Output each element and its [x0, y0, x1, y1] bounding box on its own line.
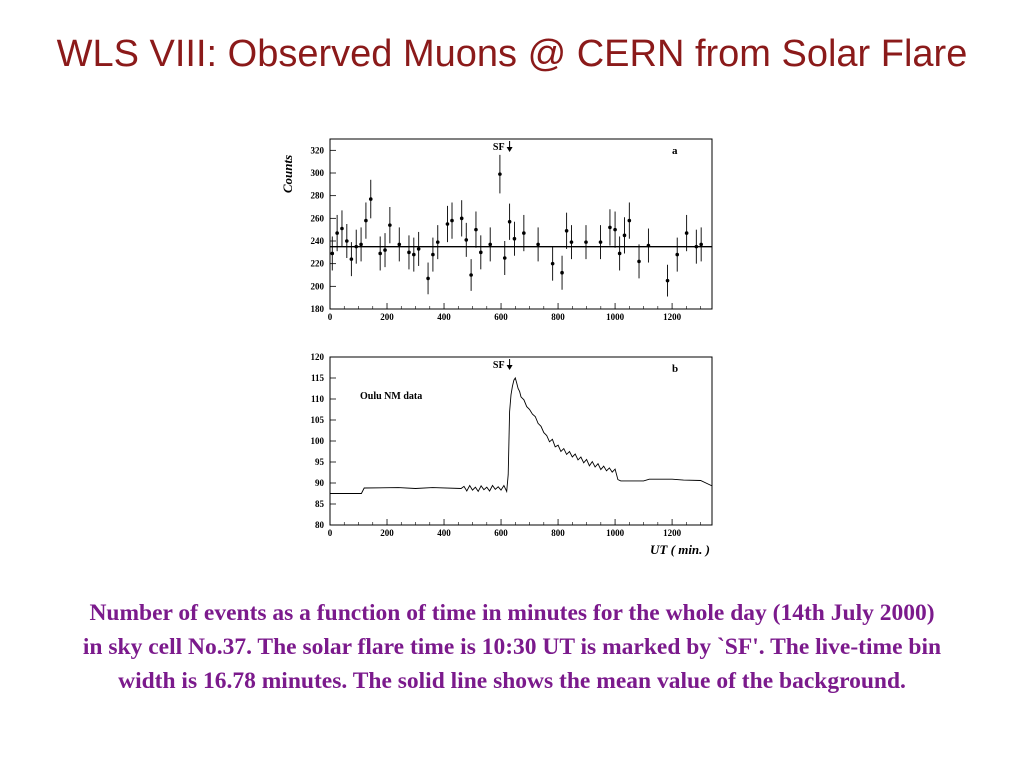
panel-b-x-axis-label: UT ( min. ): [650, 542, 710, 557]
panel-b-series-line: [330, 376, 713, 494]
panel-a-data-point: [340, 226, 344, 231]
panel-a-x-tick-label: 800: [551, 312, 565, 322]
panel-a-x-tick-label: 400: [437, 312, 451, 322]
panel-b-oulu-nm: 0 200 400 600 800 1000 1200 80 85 90 95 100 105 110 11…: [311, 352, 713, 557]
panel-a-data-point: [608, 225, 612, 230]
panel-b-sf-marker-label: SF: [493, 360, 505, 371]
panel-a-y-tick-label: 240: [311, 236, 325, 246]
panel-a-data-point: [407, 250, 411, 255]
slide-title: WLS VIII: Observed Muons @ CERN from Sol…: [56, 33, 968, 75]
panel-a-data-point: [507, 219, 512, 224]
panel-a-data-point: [675, 252, 680, 257]
panel-b-x-tick-label: 200: [380, 528, 394, 538]
panel-a-plot-frame: [329, 138, 713, 310]
panel-b-y-tick-label: 120: [311, 352, 325, 362]
panel-a-data-point: [426, 276, 430, 281]
panel-a-data-point: [378, 251, 382, 256]
panel-b-y-tick-label: 90: [315, 478, 325, 488]
panel-a-data-point: [598, 240, 603, 244]
panel-b-x-tick-label: 600: [494, 528, 508, 538]
panel-a-data-point: [349, 257, 354, 261]
panel-a-data-point: [416, 247, 421, 251]
panel-a-data-point: [445, 222, 450, 226]
panel-a-data-point: [617, 251, 622, 256]
panel-a-sf-marker-arrowhead: [506, 147, 513, 152]
panel-a-data-point: [368, 197, 373, 201]
panel-a-data-point: [665, 278, 670, 283]
panel-a-data-point: [502, 256, 507, 260]
panel-b-y-tick-label: 105: [311, 415, 325, 425]
panel-a-data-point: [512, 236, 517, 241]
panel-a-x-tick-label: 200: [380, 312, 394, 322]
panel-a-data-point: [459, 216, 464, 221]
panel-a-data-point: [464, 238, 469, 242]
panel-a-data-point: [613, 227, 617, 232]
panel-a-data-point: [412, 252, 416, 257]
panel-b-y-tick-label: 95: [315, 457, 325, 467]
panel-a-data-point: [469, 273, 473, 277]
panel-a-data-point: [560, 270, 564, 275]
panel-b-x-tick-label: 0: [328, 528, 333, 538]
panel-a-data-point: [622, 233, 627, 238]
panel-a-counts: 0 200 400 600 800 1000 1200 180 200 220 240 260 280 3…: [280, 138, 713, 322]
panel-a-data-point: [550, 261, 555, 266]
panel-a-data-point: [536, 242, 540, 247]
panel-a-y-tick-label: 220: [311, 259, 325, 269]
panel-a-data-point: [474, 227, 478, 232]
panel-b-x-tick-label: 1200: [663, 528, 682, 538]
panel-b-x-tick-label: 400: [437, 528, 451, 538]
panel-a-data-point: [359, 242, 363, 247]
figure-caption: Number of events as a function of time i…: [82, 600, 942, 694]
panel-a-y-tick-label: 180: [311, 304, 325, 314]
panel-a-x-tick-label: 1200: [663, 312, 682, 322]
panel-a-data-point: [694, 244, 699, 249]
panel-b-plot-frame: [329, 356, 713, 526]
panel-a-data-point: [383, 248, 387, 252]
panel-a-data-point: [435, 240, 440, 244]
panel-a-data-point: [388, 223, 392, 227]
panel-a-y-tick-label: 200: [311, 281, 325, 291]
panel-b-y-tick-label: 85: [315, 499, 325, 509]
muon-figure: 0 200 400 600 800 1000 12001802002202402602803…: [280, 138, 713, 557]
panel-a-x-tick-label: 0: [328, 312, 333, 322]
panel-a-data-point: [564, 229, 569, 233]
panel-b-series-label: Oulu NM data: [360, 391, 422, 402]
panel-a-data-point: [345, 239, 349, 243]
panel-b-y-tick-label: 100: [311, 436, 325, 446]
panel-a-data-point: [699, 242, 703, 247]
panel-b-sf-marker-arrowhead: [506, 365, 513, 370]
panel-a-data-point: [584, 240, 588, 244]
panel-b-y-tick-label: 110: [311, 394, 325, 404]
panel-a-panel-label: a: [672, 145, 678, 157]
panel-a-y-axis-label: Counts: [280, 155, 295, 193]
panel-a-data-point: [450, 218, 454, 223]
panel-b-panel-label: b: [672, 363, 678, 375]
panel-a-data-point: [364, 218, 368, 223]
panel-a-y-tick-label: 280: [311, 191, 325, 201]
panel-b-x-tick-label: 1000: [606, 528, 625, 538]
panel-a-data-point: [397, 242, 402, 247]
panel-a-data-point: [335, 231, 339, 235]
panel-a-data-point: [627, 218, 632, 223]
panel-a-data-point: [431, 252, 435, 257]
panel-b-y-tick-label: 80: [315, 520, 325, 530]
panel-a-y-tick-label: 320: [311, 145, 325, 155]
panel-a-x-tick-label: 600: [494, 312, 508, 322]
panel-a-y-tick-label: 300: [311, 168, 325, 178]
panel-a-data-point: [498, 172, 502, 176]
panel-a-data-point: [569, 240, 574, 244]
panel-a-data-point: [646, 243, 651, 248]
panel-a-x-tick-label: 1000: [606, 312, 625, 322]
panel-a-data-point: [684, 231, 689, 235]
panel-a-sf-marker-label: SF: [493, 142, 505, 153]
panel-a-data-point: [488, 242, 493, 247]
panel-a-data-point: [637, 259, 641, 264]
panel-a-data-point: [330, 251, 335, 256]
panel-b-y-tick-label: 115: [311, 373, 325, 383]
panel-a-data-point: [479, 250, 483, 255]
panel-a-data-point: [354, 244, 359, 249]
panel-b-x-tick-label: 800: [551, 528, 565, 538]
panel-a-data-point: [522, 231, 526, 235]
panel-a-y-tick-label: 260: [311, 213, 325, 223]
